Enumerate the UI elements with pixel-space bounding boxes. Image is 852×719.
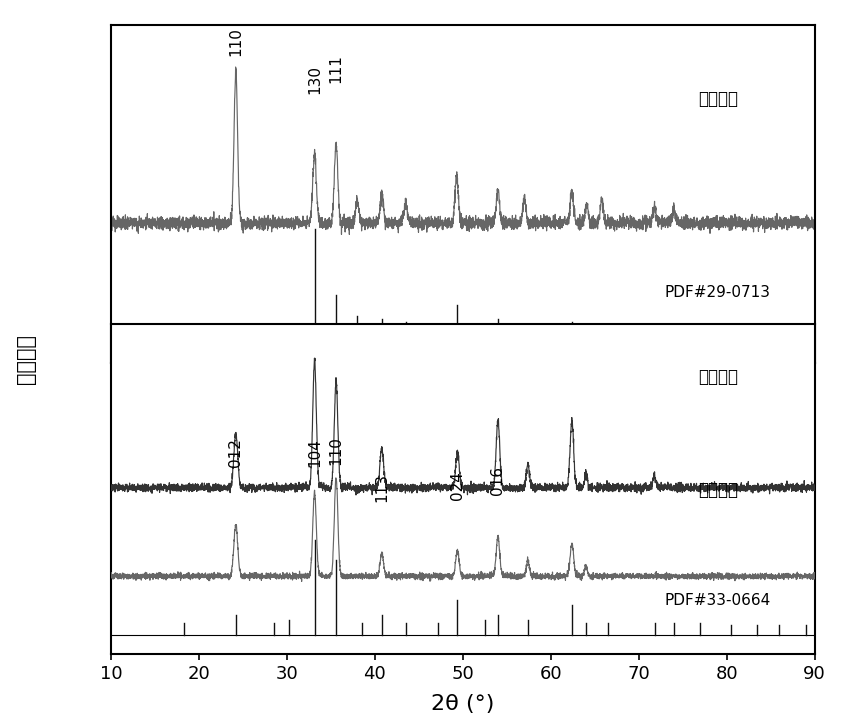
Text: 016: 016 — [490, 466, 505, 495]
Text: 衍射强度: 衍射强度 — [15, 334, 36, 385]
X-axis label: 2θ (°): 2θ (°) — [430, 694, 494, 714]
Text: PDF#29-0713: PDF#29-0713 — [664, 285, 770, 300]
Text: 104: 104 — [307, 438, 322, 467]
Text: 110: 110 — [228, 27, 243, 56]
Text: 111: 111 — [328, 54, 343, 83]
Text: 024: 024 — [450, 471, 464, 500]
Text: PDF#33-0664: PDF#33-0664 — [664, 593, 770, 608]
Text: 130: 130 — [307, 65, 322, 94]
Text: 实施例一: 实施例一 — [697, 368, 737, 386]
Text: 110: 110 — [328, 436, 343, 465]
Text: 对比例一: 对比例一 — [697, 90, 737, 108]
Text: 对比例二: 对比例二 — [697, 482, 737, 500]
Text: 113: 113 — [374, 472, 389, 502]
Text: 012: 012 — [228, 438, 243, 467]
